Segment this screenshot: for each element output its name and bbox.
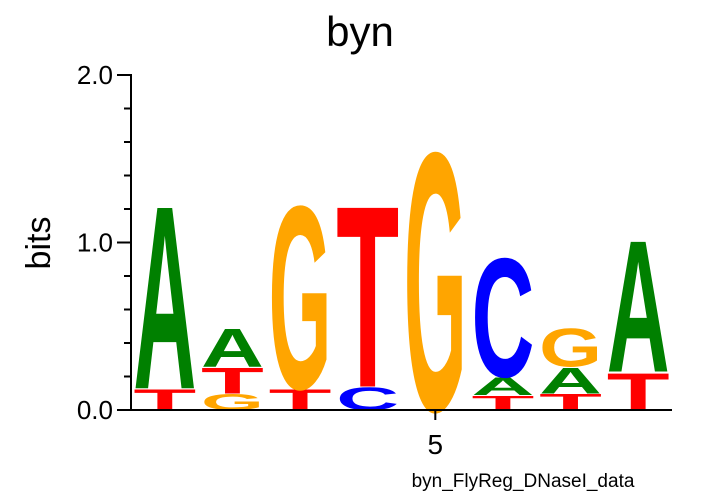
logo-letter: A bbox=[607, 202, 670, 413]
logo-letter: C bbox=[471, 223, 534, 413]
footer: byn_FlyReg_DNaseI_data bbox=[412, 471, 635, 492]
y-tick-label: 2.0 bbox=[77, 60, 113, 90]
logo-letter: A bbox=[201, 317, 264, 378]
logo-letter: T bbox=[201, 360, 264, 401]
logo-letter: G bbox=[404, 76, 467, 489]
logo-letter: A bbox=[471, 372, 534, 400]
chart-title: byn bbox=[326, 8, 394, 55]
y-tick-label: 1.0 bbox=[77, 228, 113, 258]
logo-letter: T bbox=[336, 151, 399, 442]
y-axis-label: bits bbox=[20, 217, 58, 270]
y-tick-label: 0.0 bbox=[77, 395, 113, 425]
x-tick-label: 5 bbox=[428, 429, 444, 460]
logo-letter: T bbox=[133, 383, 196, 416]
logo-letter: A bbox=[133, 152, 196, 445]
logo-letter: A bbox=[539, 360, 602, 401]
logo-letter: G bbox=[269, 153, 332, 445]
logo-letter: T bbox=[607, 363, 670, 422]
logo-letter: T bbox=[269, 383, 332, 416]
logo-letter: G bbox=[539, 316, 602, 378]
logo-letter: T bbox=[471, 391, 534, 414]
